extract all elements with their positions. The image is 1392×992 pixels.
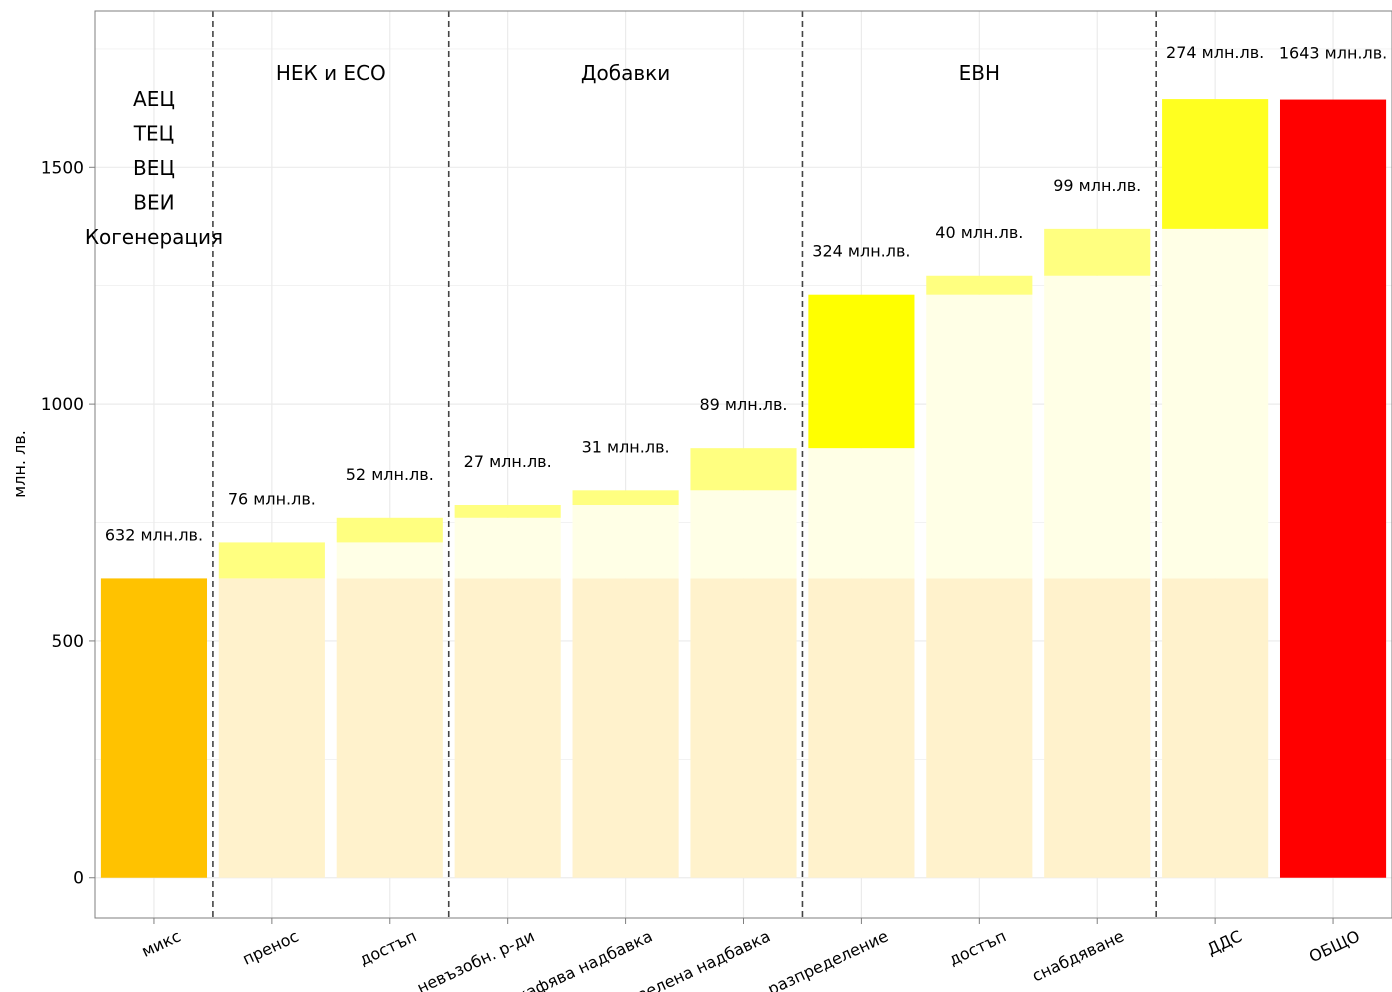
bar-increment xyxy=(926,275,1033,295)
bar-increment xyxy=(808,294,915,449)
bar-value-label: 40 млн.лв. xyxy=(935,223,1023,242)
group-label: ЕВН xyxy=(959,61,1000,85)
bar-ghost-base xyxy=(336,578,443,878)
bar-increment xyxy=(572,490,679,505)
x-tick-label: невъзобн. р-ди xyxy=(414,926,537,992)
bar-value-label: 76 млн.лв. xyxy=(228,489,316,508)
bar-increment xyxy=(218,542,325,579)
group-label: Добавки xyxy=(581,61,670,85)
x-tick-label: ДДС xyxy=(1204,926,1245,959)
group-label: НЕК и ЕСО xyxy=(276,61,386,85)
generation-source-label: ВЕИ xyxy=(133,191,174,215)
bar-value-label: 89 млн.лв. xyxy=(699,395,787,414)
x-tick-label: ОБЩО xyxy=(1306,926,1363,966)
bar-ghost-stack xyxy=(690,490,797,579)
x-tick-label: пренос xyxy=(240,926,302,968)
bar-ghost-base xyxy=(1044,578,1151,878)
bar-ghost-base xyxy=(454,578,561,878)
bar-ghost-base xyxy=(690,578,797,878)
bar-increment xyxy=(690,448,797,491)
bar-ghost-base xyxy=(1162,578,1269,878)
y-tick-label: 0 xyxy=(73,869,84,889)
generation-source-label: АЕЦ xyxy=(133,87,175,111)
bar-value-label: 52 млн.лв. xyxy=(346,465,434,484)
bar-ghost-stack xyxy=(1044,275,1151,579)
bar-value-label: 274 млн.лв. xyxy=(1166,43,1264,62)
bar-value-labels: 632 млн.лв. 76 млн.лв. 52 млн.лв. 27 млн.лв… xyxy=(105,43,1387,544)
x-tick-label: разпределение xyxy=(765,926,891,992)
generation-source-label: Когенерация xyxy=(85,225,223,249)
x-tick-label: достъп xyxy=(356,926,419,969)
bar-ghost-base xyxy=(572,578,679,878)
bar-increment xyxy=(1044,228,1151,276)
bar-total xyxy=(1279,99,1387,878)
bar-ghost-stack xyxy=(454,517,561,579)
y-axis: 0 500 1000 1500 xyxy=(41,158,95,889)
x-tick-label: зелена надбавка xyxy=(635,926,773,992)
bar-increment xyxy=(454,504,561,518)
y-axis-title: млн. лв. xyxy=(10,430,29,498)
bar-ghost-base xyxy=(926,578,1033,878)
bar-mix xyxy=(100,578,208,878)
generation-sources-list: АЕЦ ТЕЦ ВЕЦ ВЕИ Когенерация xyxy=(85,87,223,249)
bar-value-label: 324 млн.лв. xyxy=(812,242,910,261)
bar-increment xyxy=(1162,99,1269,229)
bar-value-label: 632 млн.лв. xyxy=(105,525,203,544)
bar-value-label: 27 млн.лв. xyxy=(464,452,552,471)
group-separators xyxy=(212,11,1157,918)
bar-ghost-stack xyxy=(926,294,1033,579)
y-tick-label: 1000 xyxy=(41,395,84,415)
bar-ghost-stack xyxy=(1162,228,1269,579)
x-tick-label: достъп xyxy=(946,926,1009,969)
bar-ghost-stack xyxy=(336,542,443,579)
x-tick-label: кафява надбавка xyxy=(514,926,655,992)
generation-source-label: ВЕЦ xyxy=(133,156,175,180)
y-tick-label: 1500 xyxy=(41,158,84,178)
x-tick-label: микс xyxy=(139,926,184,961)
bar-increment xyxy=(336,517,443,543)
bar-ghost-base xyxy=(808,578,915,878)
y-tick-label: 500 xyxy=(52,632,84,652)
bars xyxy=(100,99,1387,878)
bar-value-label: 31 млн.лв. xyxy=(582,437,670,456)
bar-ghost-stack xyxy=(808,448,915,579)
x-tick-label: снабдяване xyxy=(1029,926,1127,985)
bar-value-label: 1643 млн.лв. xyxy=(1279,44,1387,63)
generation-source-label: ТЕЦ xyxy=(133,122,174,146)
bar-value-label: 99 млн.лв. xyxy=(1053,176,1141,195)
bar-ghost-stack xyxy=(572,504,679,579)
group-labels: НЕК и ЕСО Добавки ЕВН xyxy=(276,61,1000,85)
bar-ghost-base xyxy=(218,578,325,878)
